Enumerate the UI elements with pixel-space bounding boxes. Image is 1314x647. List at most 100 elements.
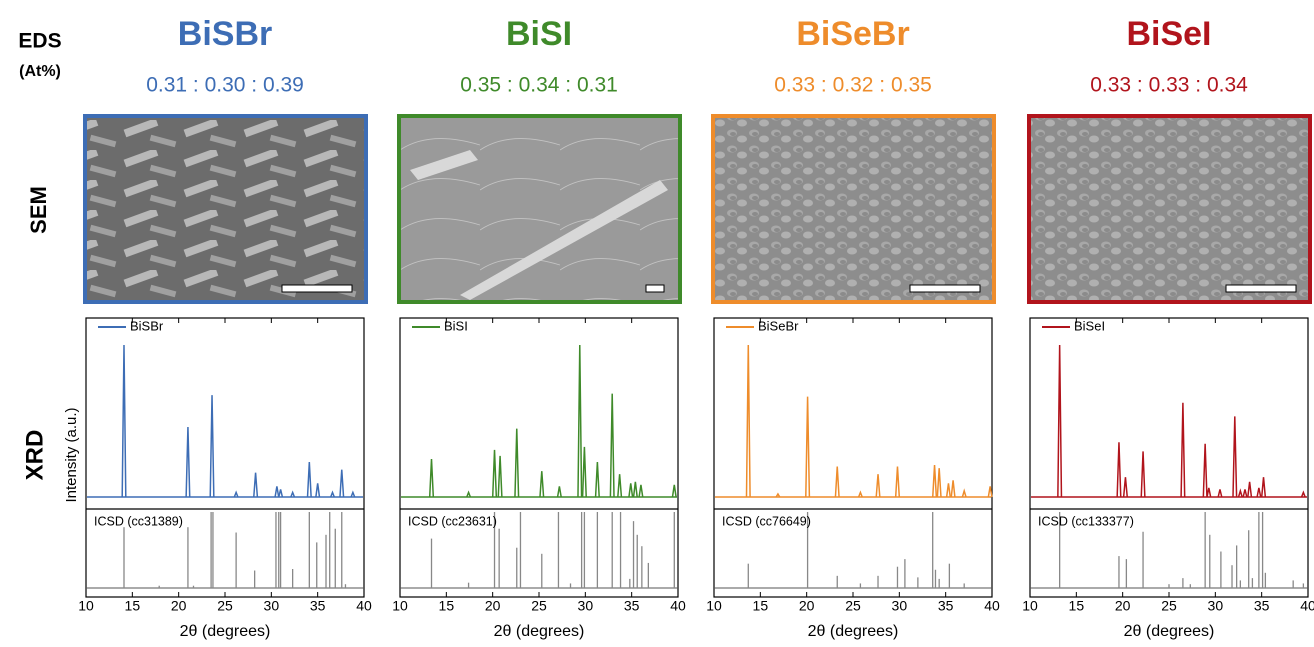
xrd-peak bbox=[497, 455, 503, 498]
y-axis-label: Intensity (a.u.) bbox=[63, 407, 80, 502]
sem-frame bbox=[397, 114, 682, 304]
row-label: SEM bbox=[26, 186, 51, 234]
x-tick-label: 35 bbox=[310, 598, 326, 614]
xrd-peak bbox=[1180, 402, 1186, 498]
xrd-peak bbox=[628, 483, 634, 498]
title: BiSI bbox=[506, 15, 572, 53]
xrd-peak bbox=[1247, 481, 1253, 498]
x-tick-label: 30 bbox=[1208, 598, 1224, 614]
xrd-peak bbox=[987, 486, 993, 498]
xrd-peak bbox=[745, 344, 751, 498]
xrd-peak bbox=[290, 490, 296, 498]
xrd-peak bbox=[274, 486, 280, 498]
x-axis-label: 2θ (degrees) bbox=[180, 623, 271, 640]
x-tick-label: 40 bbox=[670, 598, 686, 614]
xrd-peak bbox=[1206, 487, 1212, 498]
sem-frame bbox=[1027, 114, 1312, 304]
plot-frame bbox=[1029, 317, 1309, 598]
eds-ratio: 0.33 : 0.32 : 0.35 bbox=[774, 74, 932, 97]
x-axis-label: 2θ (degrees) bbox=[1124, 623, 1215, 640]
title: BiSeBr bbox=[796, 15, 909, 53]
xrd-peak bbox=[514, 428, 520, 498]
row-label: (At%) bbox=[19, 63, 61, 80]
xrd-peak bbox=[945, 483, 951, 498]
xrd-peak bbox=[875, 474, 881, 498]
sem-frame bbox=[83, 114, 368, 304]
xrd-peak bbox=[617, 474, 623, 498]
x-tick-label: 30 bbox=[578, 598, 594, 614]
xrd-peak bbox=[775, 492, 781, 498]
xrd-peak bbox=[185, 427, 191, 498]
xrd-peak bbox=[339, 469, 345, 498]
legend-label: BiSeI bbox=[1074, 318, 1105, 333]
row-label: EDS bbox=[18, 30, 61, 53]
xrd-peak bbox=[306, 462, 312, 498]
reference-label: ICSD (cc31389) bbox=[94, 514, 183, 528]
scale-bar bbox=[281, 284, 353, 293]
xrd-peak bbox=[950, 480, 956, 498]
xrd-peak bbox=[594, 462, 600, 498]
x-tick-label: 20 bbox=[485, 598, 501, 614]
sem-image bbox=[401, 118, 678, 300]
x-tick-label: 10 bbox=[1022, 598, 1038, 614]
eds-ratio: 0.33 : 0.33 : 0.34 bbox=[1090, 74, 1248, 97]
xrd-peak bbox=[209, 395, 215, 498]
sem-crystal bbox=[410, 150, 668, 300]
xrd-peak bbox=[329, 490, 335, 498]
x-tick-label: 20 bbox=[171, 598, 187, 614]
x-tick-label: 10 bbox=[706, 598, 722, 614]
x-tick-label: 25 bbox=[845, 598, 861, 614]
xrd-peak bbox=[1237, 488, 1243, 498]
plot-frame bbox=[399, 317, 679, 598]
x-tick-label: 15 bbox=[753, 598, 769, 614]
sem-image bbox=[715, 118, 992, 300]
xrd-peak bbox=[671, 484, 677, 498]
xrd-peak bbox=[121, 344, 127, 498]
x-tick-label: 40 bbox=[984, 598, 1000, 614]
xrd-peak bbox=[539, 471, 545, 498]
x-axis-label: 2θ (degrees) bbox=[808, 623, 899, 640]
sem-images bbox=[83, 114, 1312, 304]
x-tick-label: 15 bbox=[125, 598, 141, 614]
plot-frame bbox=[713, 317, 993, 598]
plot-frame bbox=[85, 317, 365, 598]
xrd-peak bbox=[315, 483, 321, 498]
x-axis-label: 2θ (degrees) bbox=[494, 623, 585, 640]
x-tick-label: 35 bbox=[624, 598, 640, 614]
x-tick-label: 35 bbox=[938, 598, 954, 614]
xrd-peak bbox=[428, 458, 435, 498]
xrd-peak bbox=[894, 466, 901, 498]
xrd-peak bbox=[609, 393, 615, 498]
xrd-peak bbox=[350, 490, 356, 498]
x-tick-label: 20 bbox=[1115, 598, 1131, 614]
xrd-peak bbox=[1260, 477, 1267, 498]
xrd-peak bbox=[1202, 443, 1208, 498]
xrd-peak bbox=[491, 449, 498, 498]
xrd-peak bbox=[1232, 416, 1238, 498]
xrd-peak bbox=[931, 465, 938, 498]
xrd-peak bbox=[466, 490, 472, 498]
xrd-peak bbox=[1256, 487, 1262, 498]
xrd-peak bbox=[1122, 477, 1128, 498]
x-tick-label: 10 bbox=[392, 598, 408, 614]
x-tick-label: 30 bbox=[892, 598, 908, 614]
reference-label: ICSD (cc133377) bbox=[1038, 514, 1134, 528]
xrd-peak bbox=[936, 468, 942, 498]
xrd-peak bbox=[278, 489, 284, 498]
xrd-peak bbox=[1242, 489, 1248, 498]
xrd-peak bbox=[1057, 344, 1063, 498]
row-label: XRD bbox=[21, 430, 48, 481]
title: BiSBr bbox=[178, 15, 272, 53]
x-tick-label: 10 bbox=[78, 598, 94, 614]
xrd-peak bbox=[1116, 442, 1122, 498]
reference-label: ICSD (cc23631) bbox=[408, 514, 497, 528]
sem-image bbox=[87, 118, 364, 300]
xrd-peak bbox=[805, 396, 811, 498]
x-tick-label: 25 bbox=[1161, 598, 1177, 614]
scale-bar bbox=[1225, 284, 1297, 293]
xrd-peak bbox=[556, 486, 562, 498]
xrd-peak bbox=[834, 466, 840, 498]
scale-bar bbox=[645, 284, 665, 293]
xrd-peak bbox=[577, 344, 583, 498]
